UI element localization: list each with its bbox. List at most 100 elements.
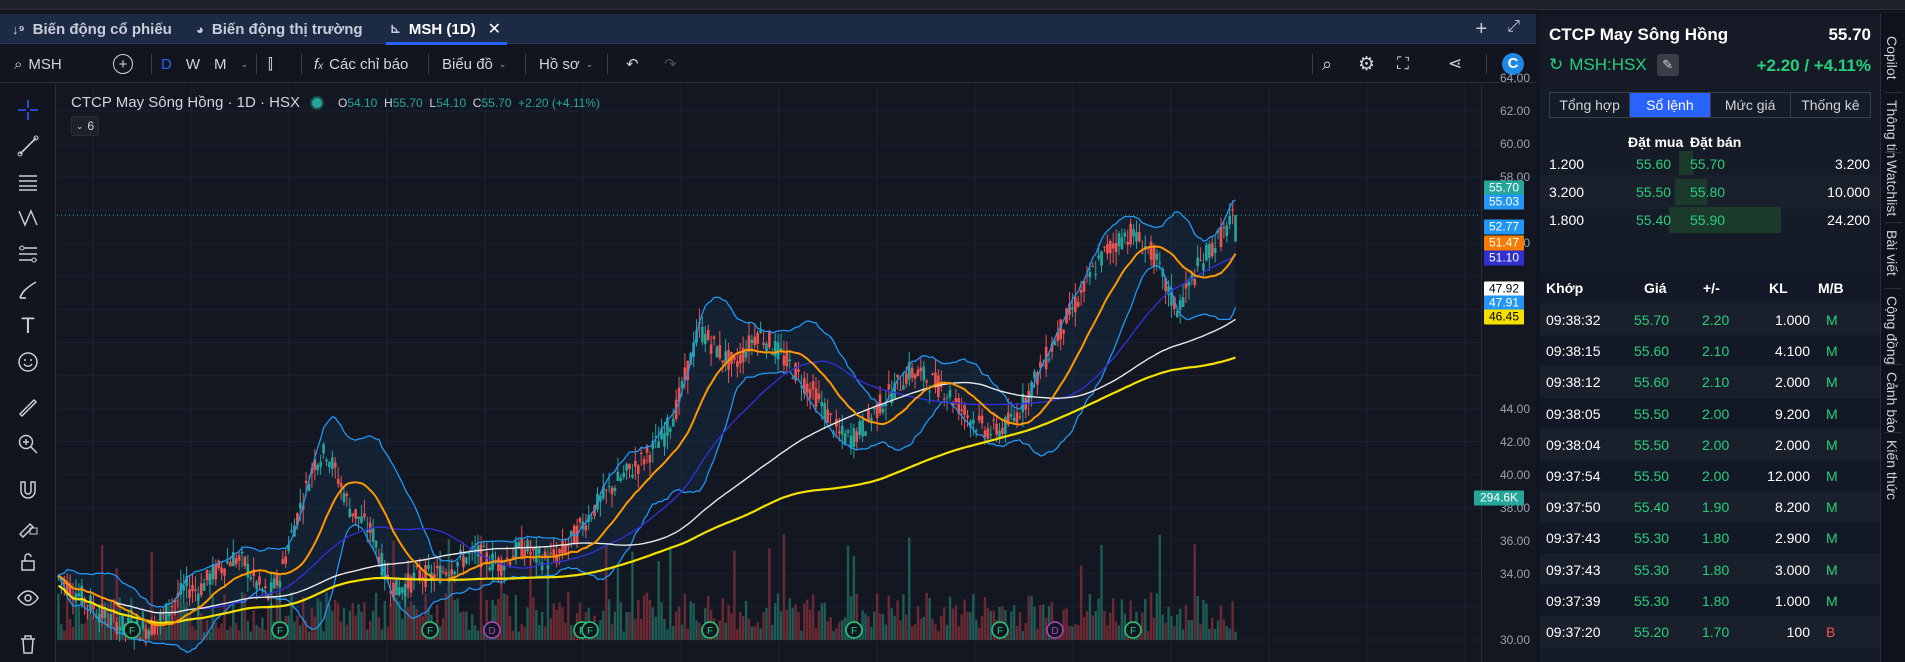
candle-body [907,362,911,380]
trash-icon[interactable] [14,630,42,658]
candle-body [954,398,958,402]
candle-body [966,415,969,418]
event-marker[interactable] [581,621,599,639]
pattern-icon[interactable] [14,204,42,232]
volume-bar [753,626,757,640]
ask-header: Đặt bán [1690,134,1742,150]
eye-icon[interactable] [14,584,42,612]
volume-bar [739,611,742,640]
text-icon[interactable]: T [21,313,35,338]
crosshair-icon[interactable] [14,96,42,124]
share-button[interactable]: ⋖ [1448,45,1462,83]
volume-bar [517,631,521,640]
side-tab[interactable]: Cảnh báo [1884,372,1900,433]
price-axis[interactable]: 64.0062.0060.0058.0054.0044.0042.0040.00… [1474,71,1536,662]
event-markers[interactable]: FFFDFFFFFDF [123,621,1142,639]
volume-bar [200,613,203,640]
tab-statistics[interactable]: Thống kê [1801,97,1860,113]
candle-type-button[interactable]: ⫿ [268,45,273,83]
exchange-symbol[interactable]: MSH:HSX [1569,55,1647,74]
event-marker[interactable] [271,621,289,639]
volume-bar [173,599,177,640]
zoom-in-icon[interactable] [14,430,42,458]
lock-drawing-icon[interactable] [14,512,42,540]
volume-bar [491,599,494,640]
quick-search-button[interactable]: ⌕ [1322,45,1332,83]
chart-pane[interactable]: FFFDFFFFFDF CTCP May Sông Hồng · 1D · HS… [57,84,1481,662]
volume-bar [202,631,206,640]
tab-stock-movement[interactable]: ↓⁹ Biến động cổ phiếu [12,14,172,44]
fullscreen-button[interactable]: ⛶ [1397,45,1409,83]
compare-button[interactable]: + [113,45,133,83]
timeframe-d[interactable]: D [161,55,172,73]
horizontal-lines-icon[interactable] [14,168,42,196]
symbol-search[interactable]: ⌕ MSH [14,45,62,83]
candle-body [791,377,794,379]
settings-button[interactable]: ⚙ [1358,45,1375,83]
volume-bar [1065,608,1068,640]
side-tab[interactable]: Bài viết [1884,230,1900,276]
orderbook-row[interactable]: 1.200 55.60 55.70 3.200 [1540,147,1880,181]
edit-icon[interactable]: ✎ [1656,54,1679,76]
close-icon[interactable]: ✕ [487,21,501,38]
price-chart[interactable]: FFFDFFFFFDF [57,84,1481,662]
candle-body [884,403,888,406]
event-marker[interactable] [1124,621,1142,639]
tab-msh-chart[interactable]: ⊾ MSH (1D) ✕ [386,14,507,45]
toolbar-divider [256,54,257,74]
trend-line-icon[interactable] [14,132,42,160]
candle-body [514,542,518,559]
bid-volume: 1.800 [1549,212,1585,228]
tab-orderbook[interactable]: Sổ lệnh [1630,93,1711,117]
event-marker[interactable] [483,621,501,639]
profile-button[interactable]: Hồ sơ ⌄ [539,45,593,83]
lock-icon[interactable] [14,548,42,576]
ruler-icon[interactable] [14,394,42,422]
indicators-button[interactable]: fx Các chỉ báo [314,45,408,83]
candle-body [415,565,419,568]
candle-body [934,372,937,388]
event-marker[interactable] [845,621,863,639]
event-marker[interactable] [991,621,1009,639]
candle-body [546,565,550,569]
indicator-count: 6 [87,119,95,133]
emoji-icon[interactable] [14,348,42,376]
event-marker[interactable] [421,621,439,639]
magnet-icon[interactable] [14,476,42,504]
tab-price-levels[interactable]: Mức giá [1711,93,1791,117]
orderbook-row[interactable]: 1.800 55.40 55.90 24.200 [1540,203,1880,237]
brush-icon[interactable] [14,276,42,304]
candle-body [328,462,331,468]
tab-market-movement[interactable]: ◕ Biến động thị trường [196,14,363,44]
chevron-down-icon[interactable]: ⌄ [240,58,249,69]
side-tab[interactable]: Cộng đồng [1884,296,1900,365]
candle-body [80,585,84,605]
candle-body [753,336,757,346]
expand-icon[interactable]: ⤢ [1507,18,1520,35]
side-tab[interactable]: Kiến thức [1884,440,1900,500]
side-tab[interactable]: Thông tin [1884,100,1900,159]
volume-bar [948,596,952,640]
candle-body [826,409,829,423]
volume-bar [605,545,608,640]
add-tab-icon[interactable]: + [1475,18,1488,40]
redo-button[interactable]: ↷ [664,45,677,83]
event-marker[interactable] [1046,621,1064,639]
side-tab[interactable]: Watchlist [1884,160,1900,217]
event-marker[interactable] [701,621,719,639]
volume-bar [942,607,946,640]
side-tab[interactable]: Copilot [1884,36,1900,80]
orderbook-row[interactable]: 3.200 55.50 55.80 10.000 [1540,175,1880,209]
tab-summary[interactable]: Tổng hợp [1550,93,1631,117]
indicators-toggle[interactable]: ⌄ 6 [71,116,99,136]
volume-bar [773,603,777,640]
volume-bar [1190,620,1194,640]
toolbar-divider [301,54,302,74]
event-marker[interactable] [123,621,141,639]
timeframe-m[interactable]: M [214,55,227,73]
fib-icon[interactable] [14,240,42,268]
price-tag: 47.92 [1484,281,1524,297]
timeframe-w[interactable]: W [185,55,201,73]
chart-menu-button[interactable]: Biểu đồ ⌄ [442,45,506,83]
undo-button[interactable]: ↶ [626,45,639,83]
